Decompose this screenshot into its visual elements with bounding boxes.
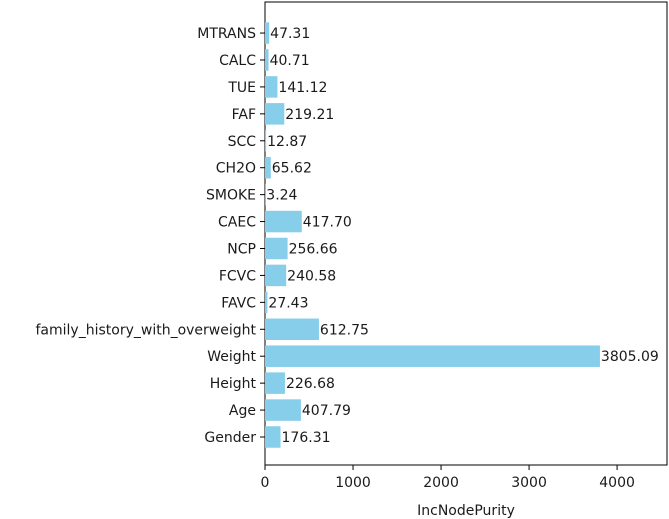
category-label-mtrans: MTRANS [197, 26, 256, 42]
value-label-ncp: 256.66 [289, 241, 338, 257]
value-label-tue: 141.12 [278, 80, 327, 96]
x-tick-label-2000: 2000 [423, 475, 459, 491]
value-label-family-history-with-overweight: 612.75 [320, 322, 369, 338]
plot-frame [264, 1, 668, 466]
bar-ch2o [265, 156, 271, 179]
bar-calc [265, 49, 269, 71]
x-tick-label-1000: 1000 [335, 475, 371, 491]
bar-family-history-with-overweight [265, 318, 319, 341]
category-label-age: Age [229, 403, 256, 419]
category-label-fcvc: FCVC [219, 268, 256, 284]
category-label-tue: TUE [227, 80, 256, 96]
bar-age [265, 399, 301, 421]
category-label-ch2o: CH2O [216, 161, 256, 177]
category-label-weight: Weight [207, 349, 256, 365]
bar-favc [265, 291, 268, 314]
category-label-ncp: NCP [227, 241, 256, 257]
value-label-faf: 219.21 [285, 107, 334, 123]
category-label-height: Height [210, 376, 257, 392]
category-label-calc: CALC [219, 53, 256, 69]
bar-caec [265, 210, 302, 233]
value-label-ch2o: 65.62 [272, 161, 312, 177]
bar-ncp [265, 237, 288, 260]
value-label-weight: 3805.09 [601, 349, 659, 365]
x-axis-title: IncNodePurity [417, 503, 515, 519]
value-label-age: 407.79 [302, 403, 351, 419]
x-tick-label-3000: 3000 [511, 475, 547, 491]
value-label-scc: 12.87 [267, 134, 307, 150]
value-label-fcvc: 240.58 [287, 268, 336, 284]
bar-tue [265, 76, 278, 98]
bar-faf [265, 103, 285, 125]
x-tick-label-0: 0 [261, 475, 270, 491]
value-labels-group: 176.31 407.79 226.68 3805.09 612.75 27.43 240.… [266, 26, 659, 446]
x-axis-ticks-group: 0 1000 2000 3000 4000 [261, 465, 635, 491]
bar-height [265, 372, 285, 394]
x-tick-label-4000: 4000 [599, 475, 635, 491]
bar-gender [265, 426, 281, 448]
value-label-smoke: 3.24 [266, 188, 297, 204]
category-label-gender: Gender [204, 430, 256, 446]
category-label-family-history-with-overweight: family_history_with_overweight [36, 322, 257, 338]
category-label-faf: FAF [232, 107, 256, 123]
bar-weight [265, 345, 600, 367]
category-label-caec: CAEC [218, 215, 256, 231]
category-label-favc: FAVC [221, 295, 256, 311]
category-labels-group: Gender Age Height Weight family_history_with… [36, 26, 265, 446]
value-label-gender: 176.31 [282, 430, 331, 446]
bar-mtrans [265, 22, 270, 44]
value-label-height: 226.68 [286, 376, 335, 392]
category-label-scc: SCC [228, 134, 257, 150]
bar-scc [265, 130, 267, 152]
category-label-smoke: SMOKE [206, 188, 256, 204]
bar-fcvc [265, 264, 287, 287]
value-label-calc: 40.71 [270, 53, 310, 69]
value-label-favc: 27.43 [268, 295, 308, 311]
bars-group [265, 22, 600, 448]
value-label-caec: 417.70 [303, 215, 352, 231]
value-label-mtrans: 47.31 [270, 26, 310, 42]
